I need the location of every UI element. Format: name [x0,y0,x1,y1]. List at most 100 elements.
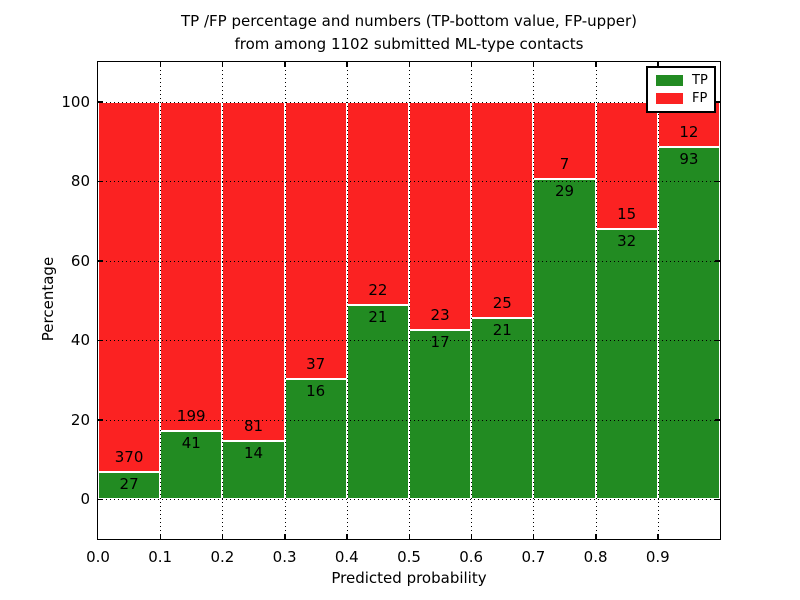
fp-bar-segment [346,101,409,306]
tp-bar-segment [346,305,409,500]
legend-item-fp: FP [656,90,708,106]
y-tick-right [715,180,720,183]
legend-label-fp: FP [692,90,708,106]
tp-bar-segment [98,472,161,500]
y-tick-label: 0 [80,490,90,509]
tp-bar-segment [222,440,285,500]
fp-bar-segment [471,101,534,318]
x-tick-bottom [595,534,597,539]
x-tick-label: 0.5 [397,548,421,566]
tp-bar-segment [284,379,347,500]
x-gridline [657,62,659,539]
tp-bar-segment [409,330,472,500]
y-axis-label: Percentage [39,256,57,342]
chart-title-line2: from among 1102 submitted ML-type contac… [234,35,584,53]
chart-title: TP /FP percentage and numbers (TP-bottom… [98,10,720,56]
tp-color-swatch [656,75,683,87]
x-gridline [222,62,224,539]
y-tick-label: 100 [61,92,90,111]
x-tick-top [595,62,597,67]
x-gridline [595,62,597,539]
x-tick-top [346,62,348,67]
x-gridline [284,62,286,539]
fp-bar-segment [409,101,472,331]
y-tick-left [98,419,103,421]
x-tick-label: 0.7 [521,548,546,566]
tp-count-label: 17 [430,333,450,352]
fp-count-label: 12 [679,123,699,142]
fp-count-label: 25 [492,293,512,312]
x-tick-top [408,62,410,67]
y-tick-right [715,419,720,421]
x-tick-bottom [470,534,473,539]
x-tick-label: 0.0 [86,548,110,566]
tp-bar-segment [533,179,596,500]
x-tick-bottom [221,534,224,539]
x-tick-label: 0.6 [459,548,484,566]
x-gridline [346,62,348,539]
legend-label-tp: TP [692,73,708,89]
tp-bar-segment [595,228,658,500]
fp-count-label: 199 [176,407,206,426]
fp-count-label: 370 [114,448,144,467]
y-tick-right [715,498,720,501]
tp-count-label: 41 [181,434,201,453]
fp-bar-segment [160,101,223,432]
x-tick-bottom [408,534,410,539]
y-tick-right [715,101,720,103]
x-tick-bottom [159,534,162,539]
x-tick-top [284,62,286,67]
y-tick-left [98,180,103,183]
x-gridline [160,62,162,539]
x-tick-bottom [657,534,659,539]
tp-count-label: 21 [492,320,512,339]
tp-count-label: 93 [679,150,699,169]
x-tick-bottom [532,534,535,539]
y-tick-label: 80 [70,172,90,191]
y-tick-left [98,339,103,342]
x-tick-label: 0.2 [210,548,235,566]
tp-count-label: 27 [119,475,139,494]
y-tick-right [715,260,720,262]
legend: TP FP [646,66,716,113]
x-tick-label: 0.8 [583,548,608,566]
x-tick-top [159,62,162,67]
y-tick-left [98,260,103,262]
legend-item-tp: TP [656,73,708,89]
fp-count-label: 81 [243,416,264,435]
tp-count-label: 32 [617,231,637,250]
x-tick-top [657,62,659,67]
fp-bar-segment [98,101,161,473]
tp-count-label: 16 [306,382,326,401]
x-tick-label: 0.9 [645,548,670,566]
x-tick-label: 0.3 [272,548,297,566]
fp-count-label: 37 [306,355,326,374]
x-gridline [471,62,473,539]
chart-title-line1: TP /FP percentage and numbers (TP-bottom… [181,12,637,30]
x-tick-label: 0.4 [334,548,359,566]
y-tick-left [98,101,103,103]
tp-bar-segment [657,147,720,500]
x-tick-top [532,62,535,67]
x-axis-label: Predicted probability [331,569,487,587]
y-tick-label: 20 [70,410,90,429]
x-gridline [533,62,535,539]
tp-bar-segment [471,317,534,500]
fp-bar-segment [284,101,347,380]
fp-count-label: 23 [430,306,450,325]
fp-count-label: 15 [617,204,637,223]
y-tick-label: 60 [70,251,90,270]
y-tick-right [715,339,720,342]
x-tick-top [470,62,473,67]
x-tick-top [221,62,224,67]
fp-count-label: 7 [559,155,570,174]
tp-count-label: 14 [243,443,264,462]
fp-bar-segment [222,101,285,441]
fp-count-label: 22 [368,281,388,300]
y-tick-left [98,498,103,501]
fp-color-swatch [656,92,683,104]
x-tick-bottom [346,534,348,539]
x-tick-label: 0.1 [148,548,173,566]
x-tick-bottom [284,534,286,539]
